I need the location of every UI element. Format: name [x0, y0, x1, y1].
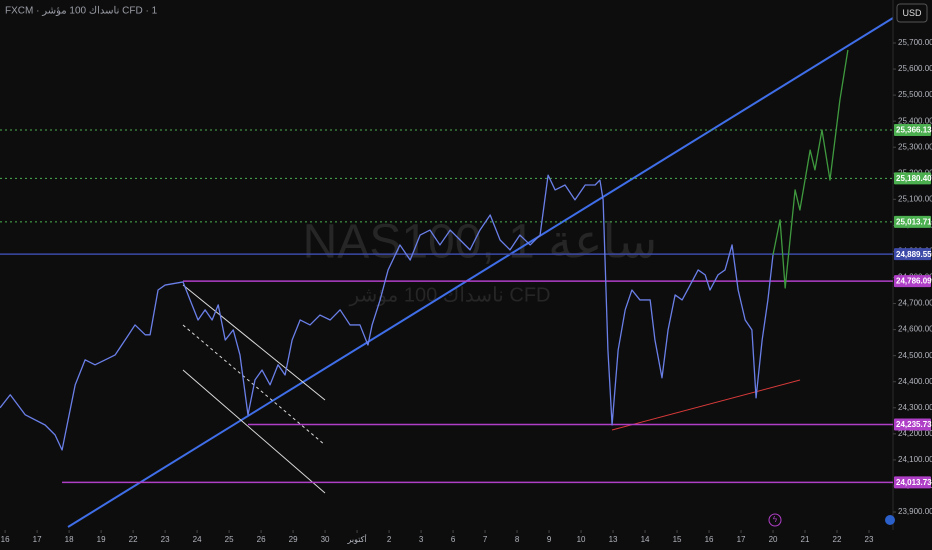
y-tick-label: 25,700.00 [898, 38, 932, 47]
y-tick-label: 24,300.00 [898, 403, 932, 412]
channel-bottom [182, 369, 326, 494]
x-tick-label: 22 [833, 535, 842, 544]
level-tag-label: 25,366.13 [896, 126, 932, 135]
currency-box[interactable] [896, 3, 928, 23]
level-tag-label: 25,180.40 [896, 174, 932, 183]
level-tag-label: 24,013.73 [896, 478, 932, 487]
x-tick-label: 21 [801, 535, 810, 544]
currency-label[interactable]: USD [902, 8, 922, 18]
x-tick-label: 18 [65, 535, 74, 544]
y-tick-label: 24,700.00 [898, 299, 932, 308]
price-line [772, 49, 849, 289]
support-line [611, 379, 801, 431]
chart-title: FXCM · ناسداك 100 مؤشر CFD · 1 [5, 6, 158, 17]
x-tick-label: 7 [483, 535, 488, 544]
y-tick-label: 25,100.00 [898, 194, 932, 203]
x-tick-label: 19 [97, 535, 106, 544]
x-tick-label: 23 [865, 535, 874, 544]
x-tick-label: 24 [193, 535, 202, 544]
level-tag [894, 172, 931, 185]
x-tick-label: 3 [419, 535, 424, 544]
level-tag [894, 215, 931, 228]
x-tick-label: 25 [225, 535, 234, 544]
price-line [0, 174, 774, 451]
level-tag-label: 25,013.71 [896, 217, 932, 226]
x-tick-label: 9 [547, 535, 552, 544]
y-tick-label: 23,900.00 [898, 507, 932, 516]
x-tick-label: 16 [1, 535, 10, 544]
x-tick-label: 10 [577, 535, 586, 544]
currency-button[interactable]: USD [896, 3, 928, 23]
y-tick-label: 25,300.00 [898, 142, 932, 151]
x-tick-label: 17 [737, 535, 746, 544]
watermark: NAS100, 1 ساعة [303, 216, 658, 269]
x-tick-label: 17 [33, 535, 42, 544]
x-tick-label: 22 [129, 535, 138, 544]
x-tick-label: 26 [257, 535, 266, 544]
level-tag [894, 476, 931, 489]
x-tick-label: 8 [515, 535, 520, 544]
event-icon-glyph[interactable]: ϟ [773, 515, 778, 524]
x-tick-label: 2 [387, 535, 392, 544]
y-tick-label: 24,100.00 [898, 455, 932, 464]
level-tag-label: 24,889.55 [896, 250, 932, 259]
y-tick-label: 24,200.00 [898, 429, 932, 438]
x-tick-label: 29 [289, 535, 298, 544]
trend-line [67, 17, 894, 528]
level-tag [894, 418, 931, 431]
y-tick-label: 24,500.00 [898, 351, 932, 360]
x-tick-label: 20 [769, 535, 778, 544]
x-tick-label: 23 [161, 535, 170, 544]
watermark-sub: ناسداك 100 مؤشر CFD [349, 284, 551, 306]
x-tick-label: 13 [609, 535, 618, 544]
y-tick-label: 24,600.00 [898, 325, 932, 334]
x-tick-label: 30 [321, 535, 330, 544]
y-tick-label: 25,500.00 [898, 90, 932, 99]
y-tick-label: 25,600.00 [898, 64, 932, 73]
level-tag [894, 248, 931, 261]
y-tick-label: 24,400.00 [898, 377, 932, 386]
x-tick-label: 16 [705, 535, 714, 544]
flag-icon[interactable] [885, 515, 895, 525]
x-tick-label: أكتوبر [346, 533, 366, 544]
x-tick-label: 15 [673, 535, 682, 544]
level-tag-label: 24,235.73 [896, 420, 932, 429]
x-tick-label: 6 [451, 535, 456, 544]
level-tag-label: 24,786.09 [896, 277, 932, 286]
level-tag [894, 123, 931, 136]
level-tag [894, 275, 931, 288]
y-tick-label: 25,400.00 [898, 116, 932, 125]
x-tick-label: 14 [641, 535, 650, 544]
drawings [67, 17, 894, 528]
channel-top [182, 284, 326, 401]
event-icon[interactable] [768, 513, 782, 527]
